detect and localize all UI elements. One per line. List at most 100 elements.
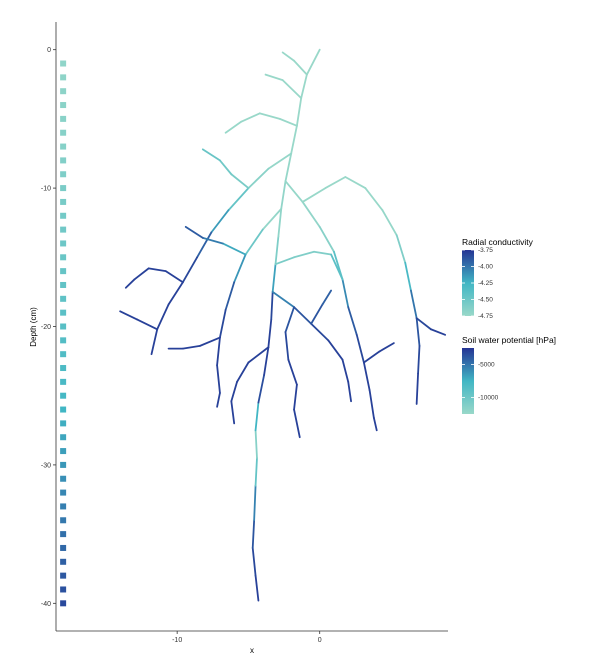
root-segment <box>274 256 295 266</box>
root-segment <box>167 281 184 306</box>
root-segment <box>247 346 270 364</box>
root-segment <box>254 574 260 602</box>
soil-marker <box>60 406 67 413</box>
root-segment <box>417 344 421 375</box>
legend-ticks-radial-conductivity: -3.75 -4.00 -4.25 -4.50 -4.75 <box>462 247 493 320</box>
root-segment <box>236 361 250 383</box>
y-tick-label: -40 <box>41 601 51 608</box>
soil-marker <box>60 143 67 150</box>
soil-marker <box>60 226 67 233</box>
root-segment <box>251 519 256 549</box>
root-segment <box>274 235 280 266</box>
root-segment <box>201 148 221 162</box>
root-segment <box>341 278 350 309</box>
y-tick-label: 0 <box>47 47 51 54</box>
root-segment <box>221 242 247 256</box>
root-segment <box>362 350 381 364</box>
root-segment <box>330 253 344 281</box>
root-segment <box>257 374 266 404</box>
soil-marker <box>60 268 67 275</box>
y-axis-ticks: 0 -10 -20 -30 -40 <box>41 47 56 608</box>
root-segment <box>429 328 447 336</box>
soil-marker <box>60 198 67 205</box>
soil-marker <box>60 351 67 358</box>
root-segment <box>216 364 221 394</box>
root-segment <box>293 306 313 325</box>
root-segment <box>271 290 295 309</box>
soil-marker <box>60 586 67 593</box>
root-segment <box>372 416 378 432</box>
soil-marker <box>60 392 67 399</box>
y-tick-label: -10 <box>41 186 51 193</box>
legend-tick-label: -4.50 <box>478 297 493 304</box>
root-segment <box>230 400 236 425</box>
x-tick-label: -10 <box>172 637 182 644</box>
root-segment <box>280 180 287 210</box>
legend-colorbar-soil-water-potential <box>462 348 474 414</box>
root-segment <box>344 176 367 189</box>
root-segment <box>355 333 365 364</box>
root-segment <box>270 290 274 321</box>
root-segment <box>293 408 301 439</box>
root-segment <box>247 167 270 189</box>
legend-radial-conductivity: Radial conductivity -3.75 -4.00 -4.25 -4.50… <box>462 237 534 320</box>
root-segment <box>281 79 303 100</box>
soil-marker <box>60 309 67 316</box>
soil-marker <box>60 475 67 482</box>
root-segment <box>415 317 432 331</box>
soil-marker <box>60 517 67 524</box>
soil-marker <box>60 295 67 302</box>
soil-marker <box>60 102 67 109</box>
root-segment <box>324 176 347 189</box>
root-segment <box>310 303 324 325</box>
root-segment <box>253 484 257 522</box>
legend-tick-label: -3.75 <box>478 247 493 254</box>
legend-tick-label: -4.75 <box>478 313 493 320</box>
soil-marker <box>60 88 67 95</box>
root-segment <box>301 201 321 228</box>
root-segment <box>293 250 315 259</box>
root-segment <box>347 306 358 336</box>
soil-marker <box>60 171 67 178</box>
soil-profile-markers <box>60 60 67 607</box>
root-segment <box>224 120 243 134</box>
root-segment <box>216 336 221 367</box>
root-segment <box>296 97 303 127</box>
root-segment <box>164 270 184 284</box>
root-segment <box>301 187 327 203</box>
soil-marker <box>60 489 67 496</box>
soil-marker <box>60 503 67 510</box>
root-segment <box>219 308 227 339</box>
x-axis-ticks: -10 0 <box>172 631 322 644</box>
soil-marker <box>60 157 67 164</box>
root-segment <box>210 209 230 234</box>
root-segment <box>362 361 371 392</box>
legend-tick-label: -4.00 <box>478 264 493 271</box>
soil-marker <box>60 420 67 427</box>
root-segment <box>284 306 295 333</box>
root-segment <box>201 237 224 245</box>
root-segment <box>293 59 308 76</box>
root-segment <box>124 278 136 289</box>
root-segment <box>216 392 221 408</box>
soil-marker <box>60 74 67 81</box>
x-tick-label: 0 <box>318 637 322 644</box>
soil-marker <box>60 461 67 468</box>
root-segment <box>263 346 270 376</box>
root-segment <box>240 112 261 123</box>
soil-marker <box>60 448 67 455</box>
legend-ticks-soil-water-potential: -5000 -10000 <box>462 362 499 402</box>
root-segment <box>147 267 167 273</box>
soil-marker <box>60 115 67 122</box>
root-segment <box>284 331 290 361</box>
root-segment <box>261 207 283 231</box>
soil-marker <box>60 281 67 288</box>
plot-panel: 0 -10 -20 -30 -40 -10 0 <box>41 22 448 644</box>
root-segment <box>313 250 333 256</box>
soil-marker <box>60 434 67 441</box>
root-segment <box>196 231 213 259</box>
legend-tick-label: -10000 <box>478 395 499 402</box>
legend-tick-label: -4.25 <box>478 280 493 287</box>
root-segment <box>271 263 277 293</box>
